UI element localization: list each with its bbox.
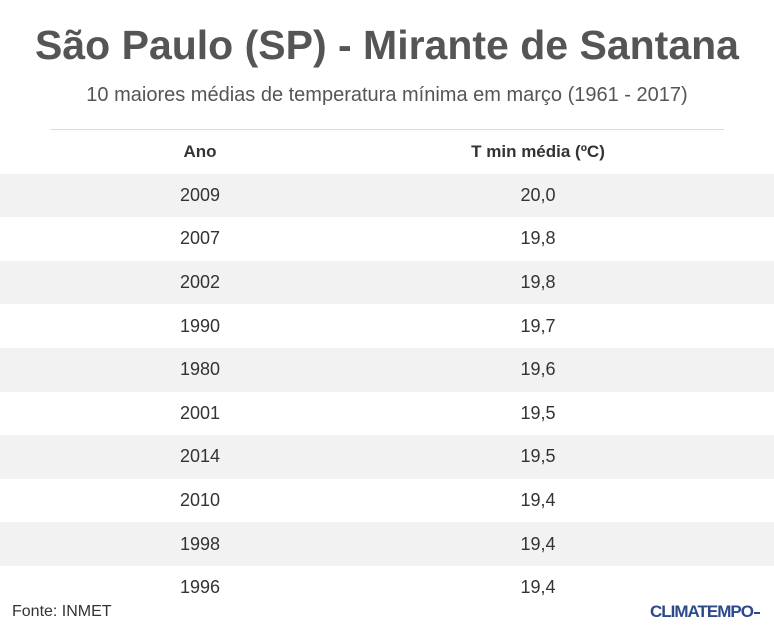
brand-logo: CLIMATEMPO bbox=[650, 602, 760, 622]
table-row: 2009 20,0 bbox=[0, 173, 774, 218]
table-body: 2009 20,0 2007 19,8 2002 19,8 1990 19,7 1980 19,6… bbox=[0, 173, 774, 610]
table-row: 1990 19,7 bbox=[0, 304, 774, 348]
temperature-cell: 19,5 bbox=[520, 446, 556, 467]
data-table: Ano T min média (ºC) 2009 20,0 2007 19,8 200… bbox=[0, 130, 774, 610]
year-cell: 2001 bbox=[179, 402, 221, 423]
brand-text: CLIMATEMPO bbox=[649, 602, 754, 621]
table-row: 2002 19,8 bbox=[0, 260, 774, 305]
table-row: 2014 19,5 bbox=[0, 435, 774, 479]
temperature-cell: 19,8 bbox=[520, 272, 556, 293]
temperature-cell: 19,6 bbox=[520, 359, 556, 380]
year-cell: 1998 bbox=[179, 533, 221, 554]
temperature-cell: 19,4 bbox=[520, 490, 556, 511]
temperature-cell: 19,8 bbox=[520, 228, 556, 249]
column-header-year: Ano bbox=[183, 141, 217, 161]
year-cell: 2002 bbox=[179, 272, 221, 293]
table-row: 2007 19,8 bbox=[0, 217, 774, 261]
year-cell: 2014 bbox=[179, 446, 221, 467]
temperature-cell: 20,0 bbox=[520, 184, 556, 205]
table-row: 1980 19,6 bbox=[0, 347, 774, 392]
table-row: 1998 19,4 bbox=[0, 522, 774, 566]
temperature-cell: 19,5 bbox=[520, 402, 556, 423]
year-cell: 1996 bbox=[179, 577, 221, 598]
year-cell: 1980 bbox=[179, 359, 221, 380]
temperature-cell: 19,4 bbox=[520, 533, 556, 554]
year-cell: 2010 bbox=[179, 490, 221, 511]
table-header-row: Ano T min média (ºC) bbox=[0, 130, 774, 174]
temperature-cell: 19,4 bbox=[520, 577, 556, 598]
table-row: 1996 19,4 bbox=[0, 566, 774, 610]
title-divider bbox=[50, 129, 724, 130]
table-row: 2010 19,4 bbox=[0, 479, 774, 523]
table-row: 2001 19,5 bbox=[0, 392, 774, 436]
page-subtitle: 10 maiores médias de temperatura mínima … bbox=[86, 84, 688, 106]
year-cell: 2009 bbox=[179, 184, 221, 205]
page-title: São Paulo (SP) - Mirante de Santana bbox=[35, 22, 739, 68]
column-header-value: T min média (ºC) bbox=[471, 141, 605, 161]
temperature-cell: 19,7 bbox=[520, 315, 556, 336]
year-cell: 2007 bbox=[179, 228, 221, 249]
source-label: Fonte: INMET bbox=[12, 603, 112, 620]
year-cell: 1990 bbox=[179, 315, 221, 336]
brand-mark-icon bbox=[754, 611, 760, 614]
